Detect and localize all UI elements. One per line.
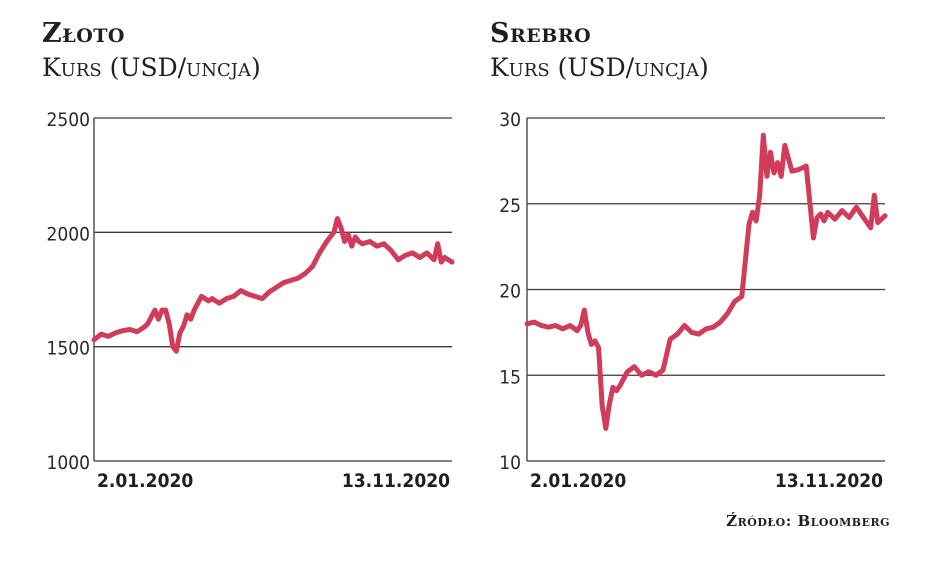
gold-ytick-label-1500: 1500 [47, 338, 91, 360]
silver-xtick-label-start: 2.01.2020 [530, 470, 626, 492]
gold-chart-subtitle: Kurs (USD/uncja) [42, 53, 261, 82]
silver-xtick-label-end: 13.11.2020 [775, 470, 883, 492]
silver-ytick-label-20: 20 [499, 281, 521, 303]
silver-ytick-label-10: 10 [499, 452, 521, 474]
gold-chart-title: Złoto [42, 18, 125, 49]
gold-xtick-label-start: 2.01.2020 [97, 470, 193, 492]
silver-price-line [524, 132, 888, 431]
silver-ytick-label-30: 30 [499, 109, 521, 131]
gold-ytick-label-2500: 2500 [47, 109, 91, 131]
silver-chart-subtitle: Kurs (USD/uncja) [490, 53, 709, 82]
gold-ytick-label-2000: 2000 [47, 223, 91, 245]
gold-price-line [91, 216, 455, 354]
silver-ytick-label-15: 15 [499, 366, 521, 388]
gold-xtick-label-end: 13.11.2020 [342, 470, 450, 492]
gold-ytick-label-1000: 1000 [47, 452, 91, 474]
source-label: Źródło: Bloomberg [726, 512, 890, 530]
silver-chart-title: Srebro [490, 18, 592, 49]
silver-ytick-label-25: 25 [499, 195, 521, 217]
